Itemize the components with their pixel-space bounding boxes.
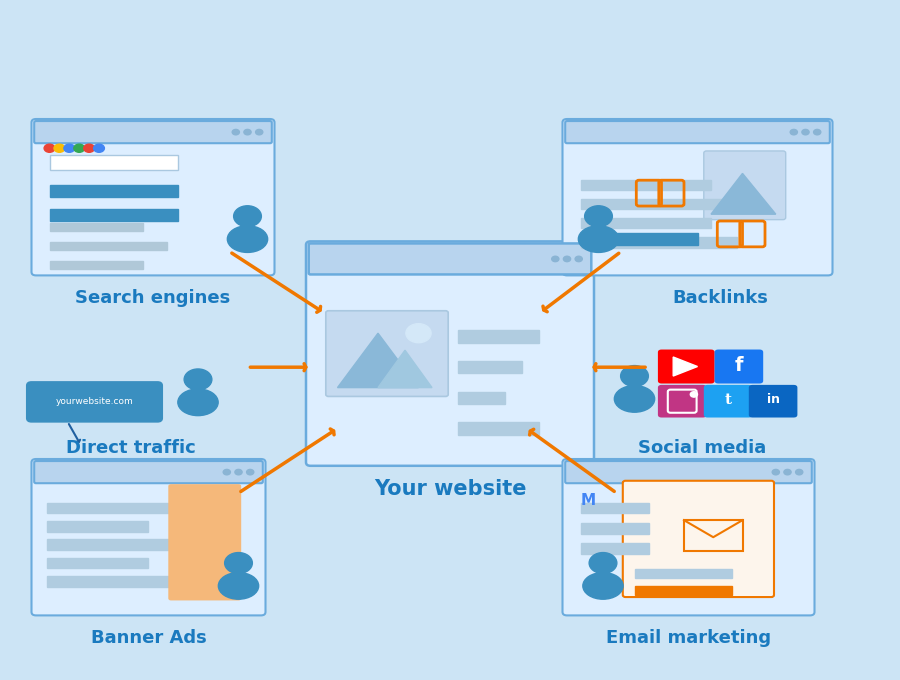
- Bar: [580, 543, 649, 554]
- Polygon shape: [378, 350, 432, 388]
- Circle shape: [585, 206, 612, 226]
- Text: Your website: Your website: [374, 479, 526, 499]
- FancyBboxPatch shape: [704, 151, 786, 220]
- Ellipse shape: [583, 573, 623, 599]
- Bar: [50, 155, 178, 170]
- Text: Direct traffic: Direct traffic: [66, 439, 195, 456]
- Polygon shape: [673, 357, 698, 376]
- Circle shape: [814, 129, 821, 135]
- FancyBboxPatch shape: [168, 484, 241, 600]
- FancyBboxPatch shape: [326, 311, 448, 396]
- Bar: [634, 569, 732, 578]
- Circle shape: [247, 469, 254, 475]
- Circle shape: [621, 366, 648, 386]
- Ellipse shape: [615, 386, 654, 412]
- Text: in: in: [767, 393, 779, 407]
- Circle shape: [784, 469, 791, 475]
- Bar: [580, 237, 737, 248]
- FancyBboxPatch shape: [749, 385, 797, 418]
- FancyBboxPatch shape: [562, 119, 832, 275]
- Bar: [580, 180, 711, 190]
- Circle shape: [84, 144, 94, 152]
- Bar: [50, 242, 166, 250]
- Bar: [580, 233, 698, 245]
- Text: t: t: [724, 393, 732, 407]
- FancyBboxPatch shape: [715, 350, 763, 384]
- Bar: [50, 261, 143, 269]
- FancyBboxPatch shape: [623, 481, 774, 597]
- Circle shape: [64, 144, 75, 152]
- Circle shape: [772, 469, 779, 475]
- Ellipse shape: [579, 226, 618, 252]
- Text: Email marketing: Email marketing: [606, 629, 771, 647]
- Circle shape: [563, 256, 571, 262]
- Ellipse shape: [178, 389, 218, 415]
- Circle shape: [54, 144, 65, 152]
- Ellipse shape: [228, 226, 267, 252]
- Bar: [580, 218, 711, 228]
- FancyBboxPatch shape: [32, 459, 266, 615]
- Circle shape: [690, 392, 698, 397]
- Circle shape: [256, 129, 263, 135]
- FancyBboxPatch shape: [658, 385, 706, 418]
- Bar: [47, 558, 148, 568]
- Bar: [580, 199, 737, 209]
- Circle shape: [552, 256, 559, 262]
- Bar: [458, 422, 539, 435]
- FancyBboxPatch shape: [27, 382, 162, 422]
- Text: Social media: Social media: [638, 439, 766, 456]
- Circle shape: [802, 129, 809, 135]
- Polygon shape: [338, 333, 418, 388]
- Circle shape: [790, 129, 797, 135]
- FancyBboxPatch shape: [34, 121, 272, 143]
- FancyBboxPatch shape: [306, 241, 594, 466]
- Circle shape: [225, 553, 252, 573]
- FancyBboxPatch shape: [32, 119, 275, 275]
- Bar: [50, 209, 178, 221]
- Circle shape: [223, 469, 230, 475]
- Bar: [50, 185, 178, 197]
- Text: f: f: [734, 356, 743, 375]
- Bar: [47, 503, 171, 513]
- FancyBboxPatch shape: [562, 459, 814, 615]
- Circle shape: [234, 206, 261, 226]
- Bar: [50, 223, 143, 231]
- Bar: [47, 521, 148, 532]
- Circle shape: [235, 469, 242, 475]
- Circle shape: [796, 469, 803, 475]
- Circle shape: [406, 324, 431, 343]
- Circle shape: [575, 256, 582, 262]
- Bar: [458, 330, 539, 343]
- FancyBboxPatch shape: [565, 121, 830, 143]
- Ellipse shape: [219, 573, 258, 599]
- Text: yourwebsite.com: yourwebsite.com: [56, 397, 133, 407]
- Bar: [458, 392, 505, 404]
- FancyBboxPatch shape: [34, 461, 263, 483]
- Text: M: M: [580, 493, 596, 508]
- Bar: [634, 586, 732, 595]
- Text: Backlinks: Backlinks: [672, 289, 768, 307]
- Text: Search engines: Search engines: [76, 289, 230, 307]
- Bar: [580, 523, 649, 534]
- Bar: [580, 503, 649, 513]
- FancyBboxPatch shape: [704, 385, 752, 418]
- Circle shape: [44, 144, 55, 152]
- Circle shape: [184, 369, 212, 390]
- Polygon shape: [711, 173, 776, 214]
- Circle shape: [74, 144, 85, 152]
- Circle shape: [244, 129, 251, 135]
- Circle shape: [94, 144, 104, 152]
- Circle shape: [590, 553, 616, 573]
- FancyBboxPatch shape: [565, 461, 812, 483]
- Bar: [458, 361, 522, 373]
- Circle shape: [232, 129, 239, 135]
- FancyBboxPatch shape: [684, 520, 742, 551]
- Bar: [47, 539, 171, 550]
- Text: Banner Ads: Banner Ads: [91, 629, 206, 647]
- FancyBboxPatch shape: [658, 350, 715, 384]
- FancyBboxPatch shape: [309, 243, 591, 275]
- Bar: [47, 576, 171, 587]
